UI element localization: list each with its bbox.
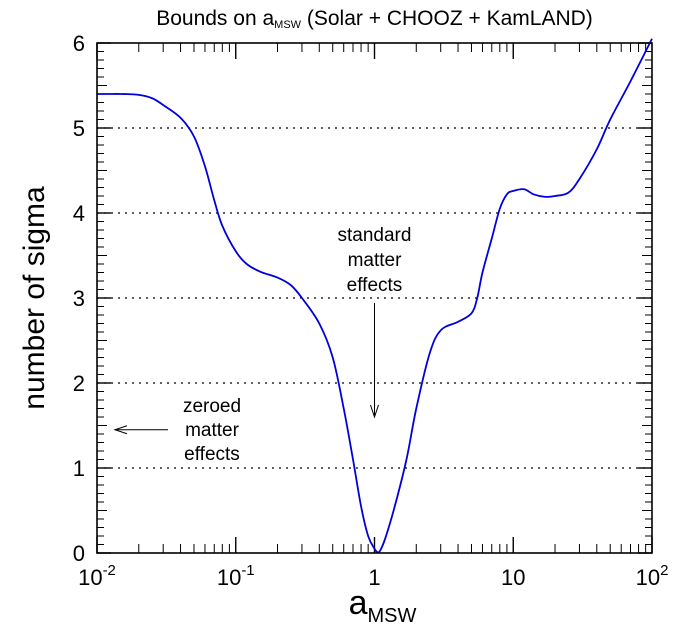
annotation-zeroed-text: matter	[185, 420, 240, 441]
y-axis-label: number of sigma	[18, 186, 51, 410]
x-label-subscript: MSW	[368, 605, 417, 627]
x-tick-labels: 10-2 10-1 1 10 102	[78, 562, 668, 590]
y-tick-label: 4	[73, 201, 85, 226]
y-tick-labels: 0 1 2 3 4 5 6	[73, 31, 85, 566]
grid-lines	[97, 127, 652, 469]
annotation-standard-text: standard	[338, 225, 412, 246]
x-tick-label: 10-2	[78, 562, 116, 590]
x-tick-label: 10	[501, 565, 525, 590]
title-symbol: a	[262, 7, 274, 30]
y-tick-label: 0	[73, 541, 85, 566]
title-subscript: MSW	[274, 19, 302, 31]
x-tick-label: 1	[368, 565, 380, 590]
x-tick-label: 10-1	[217, 562, 255, 590]
y-tick-label: 2	[73, 371, 85, 396]
annotation-standard-text: effects	[347, 275, 403, 296]
x-tick-label: 102	[636, 562, 669, 590]
y-tick-label: 1	[73, 456, 85, 481]
annotation-standard-text: matter	[348, 250, 403, 271]
x-axis-label: aMSW	[349, 584, 417, 627]
y-tick-label: 3	[73, 286, 85, 311]
x-label-symbol: a	[349, 584, 368, 622]
plot-frame	[96, 42, 653, 554]
axis-ticks	[96, 42, 653, 554]
annotation-zeroed-text: zeroed	[183, 396, 241, 417]
arrow-head-icon	[370, 404, 379, 419]
chart-title: Bounds on aMSW (Solar + CHOOZ + KamLAND)	[156, 7, 593, 31]
annotation-zeroed-text: effects	[184, 444, 240, 465]
y-tick-label: 6	[73, 31, 85, 56]
arrow-head-icon	[113, 425, 128, 435]
y-tick-label: 5	[73, 116, 85, 141]
annotations: standard matter effects zeroed matter effects	[113, 225, 412, 465]
